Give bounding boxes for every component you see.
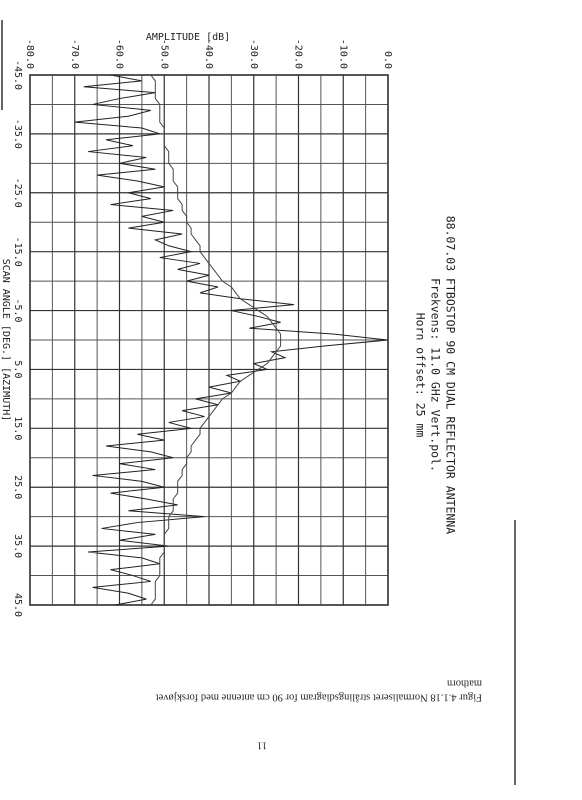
x-tick-label: -15.0 [12, 237, 23, 267]
y-tick-label: -80.0 [24, 39, 35, 69]
chart-subtitle: Frekvens: 11.0 GHz Vert.pol. [429, 278, 443, 472]
caption-line: Figur 4.1.18 Normaliseret strålingsdiagr… [156, 692, 482, 703]
y-tick-label: -30.0 [248, 39, 259, 69]
x-tick-label: -35.0 [12, 119, 23, 149]
x-tick-label: 15.0 [12, 416, 23, 440]
caption-line: mathorn [446, 678, 482, 689]
y-tick-label: -60.0 [114, 39, 125, 69]
page-number: 11 [257, 740, 267, 751]
caption: Figur 4.1.18 Normaliseret strålingsdiagr… [156, 678, 482, 703]
pattern-line [74, 74, 389, 606]
chart: 88.07.03 FTBOSTOP 90 CM DUAL REFLECTOR A… [0, 32, 458, 617]
x-tick-label: -45.0 [12, 60, 23, 90]
x-tick-label: 35.0 [12, 534, 23, 558]
x-tick-label: 5.0 [12, 360, 23, 378]
x-tick-label: -5.0 [12, 299, 23, 323]
x-axis-label: SCAN ANGLE [DEG.] [AZIMUTH] [0, 259, 11, 422]
y-tick-label: -50.0 [158, 39, 169, 69]
chart-subtitle: Horn offset: 25 mm [414, 313, 428, 438]
y-tick-label: 0.0 [382, 51, 393, 69]
chart-title: 88.07.03 FTBOSTOP 90 CM DUAL REFLECTOR A… [444, 216, 458, 535]
pattern-line [150, 74, 282, 606]
y-axis-label: AMPLITUDE [dB] [146, 32, 230, 43]
y-tick-label: -20.0 [293, 39, 304, 69]
y-tick-label: -70.0 [69, 39, 80, 69]
y-tick-label: -10.0 [337, 39, 348, 69]
x-tick-label: -25.0 [12, 178, 23, 208]
y-tick-label: -40.0 [203, 39, 214, 69]
x-tick-label: 25.0 [12, 475, 23, 499]
x-tick-label: 45.0 [12, 593, 23, 617]
